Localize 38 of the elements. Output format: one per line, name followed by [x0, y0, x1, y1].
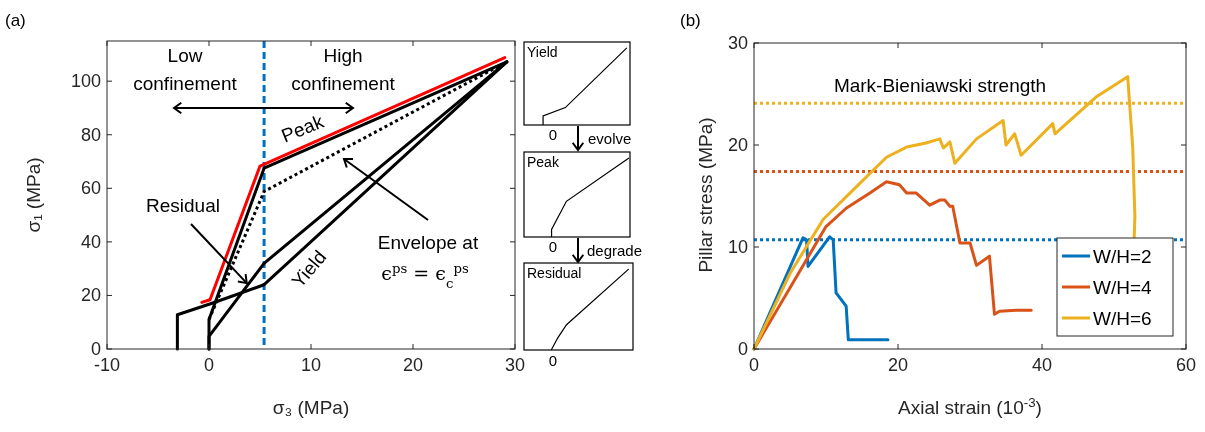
y-tick-label: 30 [727, 33, 748, 53]
annotation: Low confinement [133, 45, 238, 94]
legend-label: W/H=4 [1093, 277, 1153, 298]
y-tick-label: 10 [727, 237, 748, 257]
x-tick-label: 30 [504, 355, 526, 375]
y-tick-label: 100 [70, 71, 101, 92]
chart-title: (b) [680, 11, 701, 30]
text: 0 [548, 238, 558, 255]
text: evolve [588, 130, 632, 147]
annotation: Peak [278, 110, 327, 147]
legend-label: W/H=6 [1093, 308, 1152, 329]
x-tick-label: 40 [1031, 355, 1053, 375]
x-axis-title: σ₃ (MPa) [272, 397, 350, 418]
x-axis-title: Axial strain (10$^{-3}$) [898, 394, 1042, 418]
text: degrade [587, 242, 643, 259]
y-axis-title: Pillar stress (MPa) [695, 117, 716, 273]
chart-title: (a) [5, 11, 26, 30]
y-tick-label: 40 [80, 231, 101, 252]
annotation: High confinement [291, 45, 396, 94]
x-tick-label: 10 [300, 355, 322, 375]
y-tick-label: 20 [80, 285, 101, 306]
y-tick-label: 0 [737, 339, 748, 359]
annotation: Mark-Bieniawski strength [833, 75, 1047, 96]
text: Yield [527, 44, 558, 60]
text: Residual [527, 265, 582, 281]
y-tick-label: 80 [80, 124, 101, 145]
y-tick-label: 60 [80, 178, 101, 199]
x-tick-label: 20 [887, 355, 909, 375]
annotation: Residual [146, 195, 220, 216]
text: Peak [527, 154, 560, 170]
text: 0 [548, 126, 558, 143]
x-tick-label: 20 [402, 355, 424, 375]
y-axis-title: σ₁ (MPa) [23, 157, 44, 233]
annotation: Envelope at [377, 232, 479, 253]
x-tick-label: 60 [1175, 355, 1197, 375]
y-tick-label: 20 [727, 135, 748, 155]
legend-label: W/H=2 [1093, 246, 1152, 267]
x-tick-label: 0 [203, 355, 215, 375]
